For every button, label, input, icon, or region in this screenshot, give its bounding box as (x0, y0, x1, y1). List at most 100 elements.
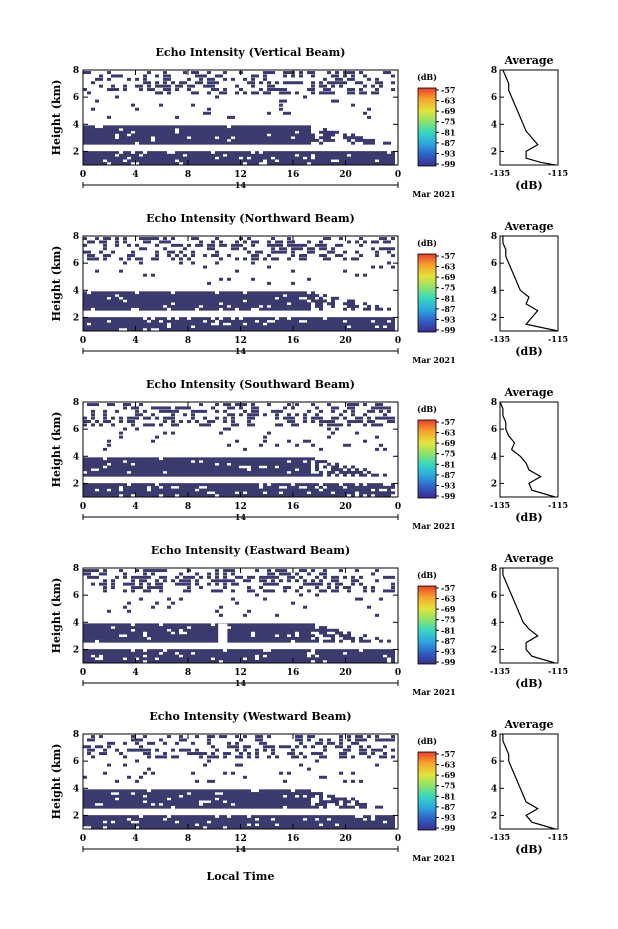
echo-cell (199, 299, 203, 303)
echo-cell (323, 151, 327, 155)
echo-cell (223, 470, 227, 474)
echo-cell (107, 815, 111, 819)
echo-cell (111, 468, 115, 472)
echo-cell (391, 491, 395, 495)
panel-title: Echo Intensity (Vertical Beam) (155, 46, 345, 59)
echo-cell (127, 660, 131, 663)
echo-cell (107, 654, 111, 658)
echo-cell (251, 261, 255, 265)
echo-cell (159, 423, 163, 427)
echo-cell (251, 162, 255, 165)
echo-cell (151, 141, 155, 145)
echo-cell (231, 162, 235, 165)
echo-cell (171, 651, 175, 655)
colorbar-tick-label: -81 (441, 293, 455, 303)
echo-cell (99, 133, 103, 137)
echo-cell (359, 420, 363, 424)
echo-cell (235, 243, 239, 247)
echo-cell (263, 439, 267, 443)
echo-cell (83, 416, 87, 420)
echo-cell (215, 805, 219, 809)
echo-cell (251, 317, 255, 321)
colorbar-tick-label: -69 (441, 604, 456, 614)
echo-cell (87, 257, 91, 261)
echo-cell (219, 299, 223, 303)
echo-cell (291, 470, 295, 474)
echo-cell (279, 470, 283, 474)
echo-cell (391, 575, 395, 579)
echo-cell (359, 91, 363, 95)
echo-cell (111, 649, 115, 653)
echo-cell (139, 257, 143, 261)
echo-cell (171, 325, 175, 329)
echo-cell (211, 805, 215, 809)
echo-cell (195, 162, 199, 165)
echo-cell (199, 403, 203, 407)
echo-cell (355, 138, 359, 142)
echo-cell (343, 470, 347, 474)
echo-cell (139, 247, 143, 251)
echo-cell (283, 649, 287, 653)
echo-cell (131, 735, 135, 739)
echo-cell (163, 623, 167, 627)
average-x-label: (dB) (515, 677, 542, 690)
echo-cell (299, 294, 303, 298)
echo-cell (207, 779, 211, 783)
echo-cell (127, 243, 131, 247)
colorbar-tick-label: -87 (441, 470, 455, 480)
average-y-tick-label: 4 (491, 120, 497, 130)
echo-cell (287, 240, 291, 244)
echo-cell (307, 128, 311, 132)
echo-cell (303, 634, 307, 638)
echo-cell (267, 626, 271, 630)
echo-cell (167, 130, 171, 134)
echo-cell (251, 462, 255, 466)
echo-cell (183, 307, 187, 311)
echo-cell (239, 296, 243, 300)
echo-cell (215, 473, 219, 477)
echo-cell (155, 138, 159, 142)
echo-cell (187, 125, 191, 129)
echo-cell (255, 457, 259, 461)
echo-cell (87, 660, 91, 663)
echo-cell (287, 457, 291, 461)
echo-cell (87, 468, 91, 472)
echo-cell (167, 792, 171, 796)
echo-cell (131, 800, 135, 804)
echo-cell (303, 457, 307, 461)
echo-cell (295, 462, 299, 466)
echo-cell (251, 302, 255, 306)
echo-cell (131, 291, 135, 295)
echo-cell (207, 304, 211, 308)
echo-cell (163, 420, 167, 424)
echo-cell (107, 159, 111, 163)
echo-cell (355, 322, 359, 326)
echo-cell (143, 302, 147, 306)
echo-cell (107, 797, 111, 801)
echo-cell (227, 128, 231, 132)
echo-cell (211, 302, 215, 306)
echo-cell (99, 639, 103, 643)
echo-cell (187, 494, 191, 497)
echo-cell (351, 575, 355, 579)
echo-cell (103, 792, 107, 796)
echo-cell (115, 654, 119, 658)
echo-cell (187, 789, 191, 793)
echo-cell (239, 130, 243, 134)
echo-cell (259, 291, 263, 295)
echo-cell (151, 797, 155, 801)
echo-cell (95, 569, 99, 573)
echo-cell (163, 302, 167, 306)
echo-cell (391, 483, 395, 487)
echo-cell (207, 797, 211, 801)
echo-cell (119, 820, 123, 824)
colorbar-tick-label: -99 (441, 491, 456, 501)
echo-cell (375, 613, 379, 617)
echo-cell (183, 413, 187, 417)
echo-cell (331, 162, 335, 165)
echo-cell (271, 153, 275, 157)
echo-cell (103, 628, 107, 632)
echo-cell (351, 302, 355, 306)
echo-cell (307, 71, 311, 75)
echo-cell (155, 473, 159, 477)
